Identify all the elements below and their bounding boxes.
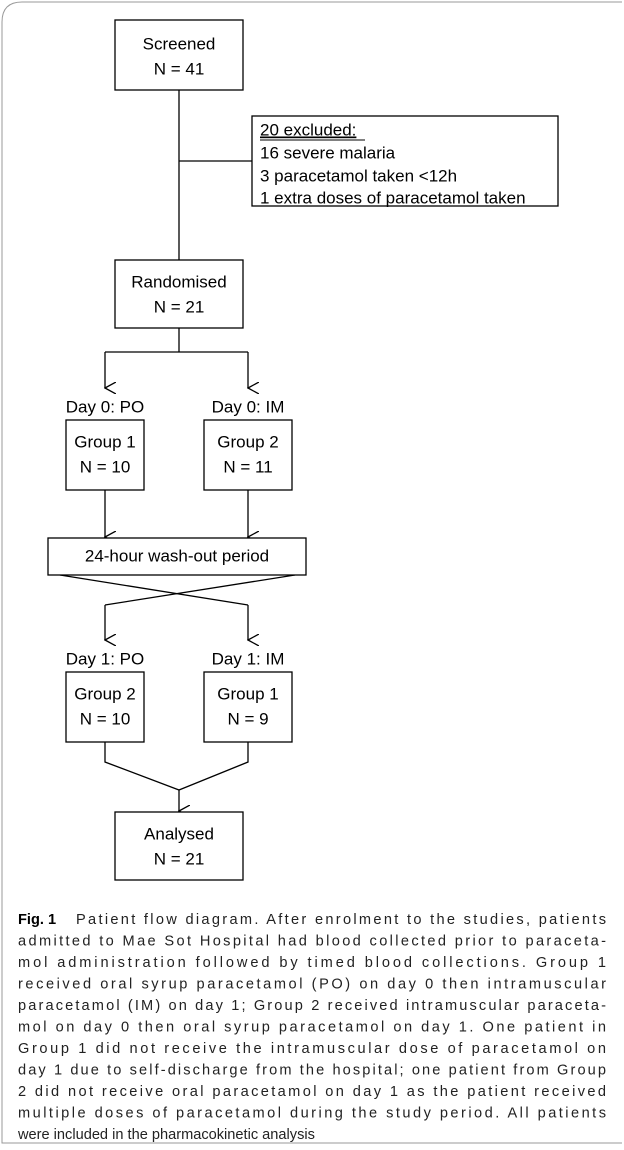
node-count: N = 10 bbox=[80, 457, 131, 476]
node-randomised: Randomised N = 21 bbox=[114, 259, 244, 329]
node-count: N = 21 bbox=[154, 849, 205, 868]
node-title: Screened bbox=[143, 34, 216, 53]
caption-line: paracetamol (IM) on day 1; Group 2 recei… bbox=[18, 998, 606, 1014]
day-label: Day 1: IM bbox=[212, 649, 285, 668]
washout-box: 24-hour wash-out period bbox=[47, 537, 307, 576]
exclusion-item: 3 paracetamol taken <12h bbox=[260, 166, 457, 185]
day-label: Day 0: PO bbox=[66, 397, 144, 416]
node-analysed: Analysed N = 21 bbox=[114, 811, 244, 881]
caption-line: day 1 due to self-discharge from the hos… bbox=[18, 1062, 606, 1078]
node-count: N = 9 bbox=[227, 709, 268, 728]
exclusion-item: 1 extra doses of paracetamol taken bbox=[260, 188, 526, 207]
caption-line: received oral syrup paracetamol (PO) on … bbox=[18, 976, 606, 992]
node-title: Group 1 bbox=[74, 432, 135, 451]
caption-line: mol administration followed by timed blo… bbox=[18, 955, 606, 971]
caption-line: admitted to Mae Sot Hospital had blood c… bbox=[18, 933, 606, 949]
node-title: Group 1 bbox=[217, 684, 278, 703]
node-count: N = 10 bbox=[80, 709, 131, 728]
node-count: N = 21 bbox=[154, 297, 205, 316]
caption-line: 2 did not receive oral paracetamol on da… bbox=[18, 1084, 606, 1100]
caption: Fig. 1 Patient flow diagram. After enrol… bbox=[17, 912, 606, 1143]
node-title: Analysed bbox=[144, 824, 214, 843]
exclusion-item: 16 severe malaria bbox=[260, 143, 396, 162]
day-label: Day 0: IM bbox=[212, 397, 285, 416]
node-group: Group 1 N = 9 bbox=[203, 671, 293, 743]
node-title: Randomised bbox=[131, 272, 226, 291]
node-title: Group 2 bbox=[217, 432, 278, 451]
washout-label: 24-hour wash-out period bbox=[85, 546, 269, 565]
node-count: N = 11 bbox=[223, 457, 272, 476]
node-group: Group 1 N = 10 bbox=[65, 419, 145, 491]
day-label: Day 1: PO bbox=[66, 649, 144, 668]
day-labels: Day 0: PO Day 0: IM Day 1: PO Day 1: IM bbox=[66, 397, 285, 668]
connectors bbox=[59, 90, 296, 811]
node-group: Group 2 N = 10 bbox=[65, 671, 145, 743]
caption-line: mol on day 0 then oral syrup paracetamol… bbox=[18, 1019, 606, 1035]
node-screened: Screened N = 41 bbox=[114, 19, 244, 91]
caption-line: were included in the pharmacokinetic ana… bbox=[17, 1127, 315, 1143]
exclusion-box: 20 excluded: 16 severe malaria 3 paracet… bbox=[251, 115, 559, 207]
exclusion-heading: 20 excluded: bbox=[260, 120, 356, 139]
caption-line: multiple doses of paracetamol during the… bbox=[18, 1105, 606, 1121]
caption-line: Group 1 did not receive the intramuscula… bbox=[18, 1041, 606, 1057]
node-group: Group 2 N = 11 bbox=[203, 419, 293, 491]
caption-line: Patient flow diagram. After enrolment to… bbox=[76, 912, 606, 928]
caption-label: Fig. 1 bbox=[18, 912, 56, 928]
node-count: N = 41 bbox=[154, 59, 205, 78]
node-title: Group 2 bbox=[74, 684, 135, 703]
